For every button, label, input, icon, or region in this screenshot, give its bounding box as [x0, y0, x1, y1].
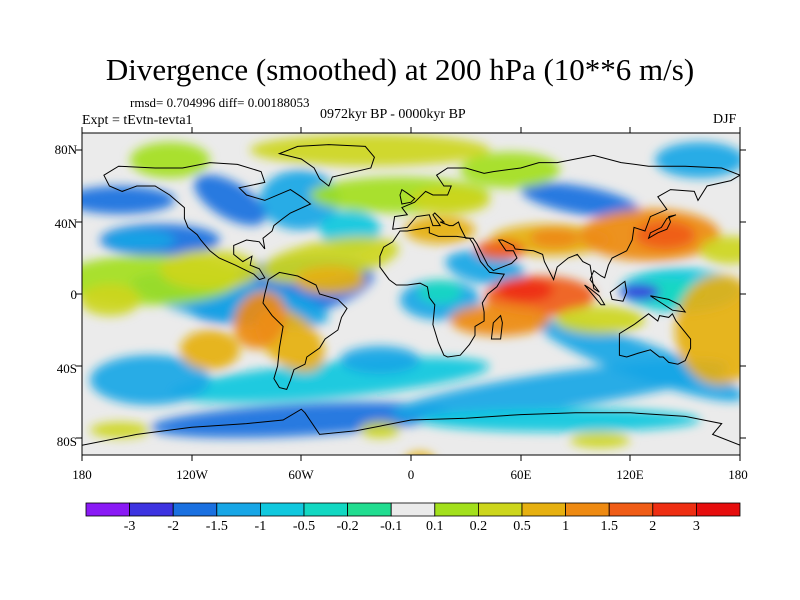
colorbar-swatch: [85, 502, 130, 517]
season-label: DJF: [713, 112, 737, 127]
colorbar-swatch: [652, 502, 697, 517]
colorbar-swatch: [129, 502, 174, 517]
lat-tick-label: 80S: [56, 434, 77, 449]
lon-tick-label: 60E: [510, 467, 532, 482]
colorbar-label: 0.5: [513, 519, 531, 534]
lon-tick-label: 180: [728, 467, 748, 482]
experiment-line: Expt = tEvtn-tevta1: [82, 113, 193, 128]
colorbar-label: -0.2: [336, 519, 359, 534]
colorbar: [85, 502, 741, 517]
lon-tick-label: 60W: [288, 467, 314, 482]
colorbar-label: -2: [167, 519, 180, 534]
axis-ticks: [76, 127, 746, 461]
colorbar-swatch: [172, 502, 218, 517]
lat-tick-label: 40S: [56, 361, 77, 376]
colorbar-label: -1.5: [205, 519, 228, 534]
colorbar-label: -0.5: [292, 519, 316, 534]
period-line: 0972kyr BP - 0000kyr BP: [320, 107, 466, 122]
lon-tick-label: 120E: [616, 467, 644, 482]
divergence-field: [82, 134, 740, 455]
lat-tick-label: 0: [70, 287, 78, 302]
colorbar-swatch: [259, 502, 305, 517]
colorbar-label: 3: [692, 519, 700, 534]
colorbar-swatch: [434, 502, 479, 517]
colorbar-swatch: [216, 502, 261, 517]
lat-tick-label: 80N: [54, 142, 77, 157]
colorbar-swatch: [303, 502, 348, 517]
colorbar-swatch: [521, 502, 566, 517]
colorbar-swatch: [477, 502, 523, 517]
colorbar-label: -3: [123, 519, 136, 534]
colorbar-label: 1.5: [600, 519, 618, 534]
colorbar-label: -1: [254, 519, 267, 534]
colorbar-swatch: [565, 502, 610, 517]
colorbar-swatch: [608, 502, 654, 517]
lon-tick-label: 120W: [176, 467, 208, 482]
lon-tick-label: 180: [72, 467, 92, 482]
colorbar-label: 0.1: [426, 519, 444, 534]
colorbar-swatch: [390, 502, 436, 517]
lat-tick-label: 40N: [54, 216, 77, 231]
colorbar-swatch: [696, 502, 741, 517]
lon-tick-label: 0: [407, 467, 415, 482]
plot-title: Divergence (smoothed) at 200 hPa (10**6 …: [105, 52, 695, 87]
colorbar-label: 1: [562, 519, 570, 534]
colorbar-label: -0.1: [380, 519, 403, 534]
colorbar-swatch: [347, 502, 392, 517]
colorbar-label: 0.2: [469, 519, 488, 534]
colorbar-label: 2: [649, 519, 657, 534]
coastlines: [82, 144, 740, 446]
stats-line: rmsd= 0.704996 diff= 0.00188053: [130, 95, 310, 110]
